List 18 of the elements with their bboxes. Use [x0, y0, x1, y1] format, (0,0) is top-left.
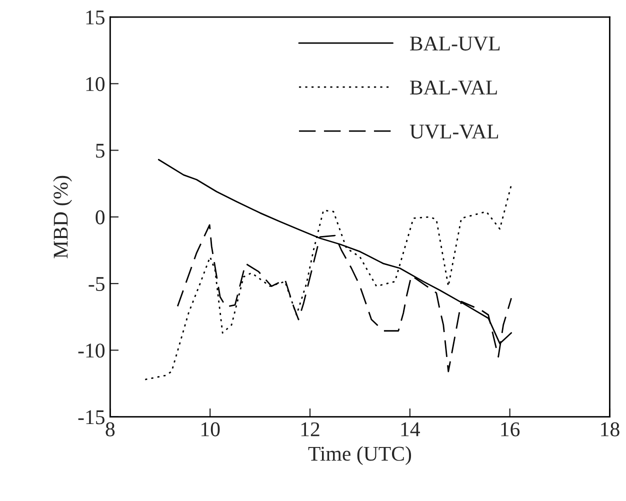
- y-tick-label: 0: [96, 210, 105, 224]
- x-tick-label: 14: [401, 422, 420, 436]
- x-tick-label: 18: [601, 422, 620, 436]
- legend-label: BAL-VAL: [410, 80, 497, 95]
- x-tick-label: 10: [202, 422, 220, 436]
- y-tick-label: 5: [96, 144, 104, 158]
- y-tick-label: 10: [86, 77, 105, 92]
- x-axis-title: Time (UTC): [308, 446, 412, 466]
- y-tick-label: -15: [78, 410, 104, 424]
- y-tick-label: -10: [78, 344, 105, 358]
- y-axis-title: MBD (%): [53, 176, 72, 258]
- y-tick-label: -5: [88, 277, 104, 291]
- x-tick-label: 16: [501, 422, 520, 436]
- x-tick-label: 12: [301, 422, 320, 436]
- legend-label: BAL-UVL: [410, 36, 500, 51]
- legend-label: UVL-VAL: [410, 124, 498, 139]
- y-tick-label: 15: [86, 10, 104, 24]
- x-tick-label: 8: [106, 422, 115, 436]
